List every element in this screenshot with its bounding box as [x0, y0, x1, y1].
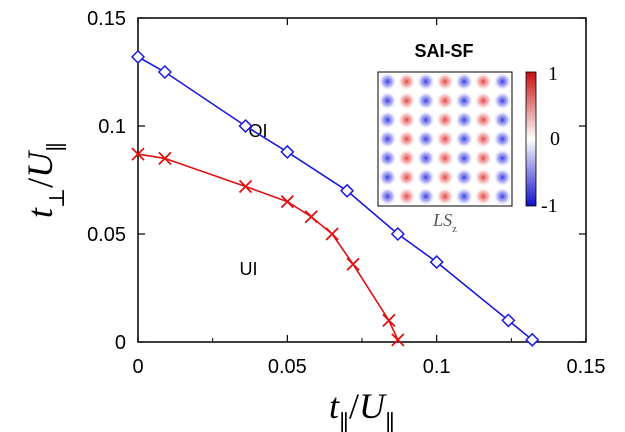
data-point-cross — [382, 313, 396, 328]
data-point-cross — [346, 257, 360, 271]
inset-pattern-cell — [493, 148, 512, 168]
inset-pattern-cell — [435, 187, 455, 206]
x-tick-label: 0.05 — [268, 356, 307, 378]
inset-pattern-cell — [474, 91, 493, 110]
inset-pattern-cell — [493, 129, 512, 149]
inset-pattern-cell — [435, 72, 455, 91]
inset-pattern-cell — [474, 72, 493, 91]
inset-pattern-cell — [416, 187, 436, 206]
x-tick-label: 0.1 — [423, 356, 451, 378]
inset-pattern-cell — [378, 148, 397, 168]
inset-pattern-cell — [416, 110, 436, 130]
inset-pattern-cell — [435, 129, 455, 149]
y-ticks: 0 0.05 0.1 0.15 — [87, 8, 586, 354]
inset-pattern-cell — [474, 110, 493, 130]
data-point-diamond — [429, 255, 444, 270]
inset-pattern-cell — [397, 129, 416, 149]
inset-pattern-cell — [454, 129, 474, 149]
data-point-cross — [158, 151, 172, 166]
y-tick-label: 0 — [115, 332, 126, 354]
colorbar-label-mid: 0 — [550, 128, 560, 150]
data-point-cross — [391, 333, 405, 347]
series-line-1 — [137, 153, 399, 341]
inset-pattern-cell — [397, 187, 416, 206]
data-point-diamond — [130, 49, 146, 64]
inset-pattern-cell — [397, 168, 416, 187]
colorbar-label-max: 1 — [548, 63, 558, 85]
x-ticks: 0 0.05 0.1 0.15 — [132, 18, 605, 378]
inset-pattern-cell — [454, 148, 474, 168]
colorbar — [525, 71, 537, 207]
inset-pattern-cell — [474, 148, 493, 168]
inset-pattern-cell — [454, 187, 474, 206]
inset-pattern-cell — [416, 168, 436, 187]
inset-pattern-cell — [454, 110, 474, 130]
inset-pattern-cell — [474, 187, 493, 206]
inset-pattern-cell — [435, 168, 455, 187]
inset-pattern-cell — [378, 168, 397, 187]
inset: SAI-SF LSz 1 0 -1 — [377, 41, 560, 235]
inset-pattern-cell — [493, 187, 512, 206]
y-tick-label: 0.15 — [87, 8, 126, 30]
region-label-ui: UI — [240, 259, 258, 279]
y-axis-label: t⊥/U∥ — [20, 142, 69, 218]
inset-frame — [377, 71, 513, 207]
inset-pattern-cell — [378, 187, 397, 206]
data-point-cross — [131, 147, 145, 161]
data-point-diamond — [525, 332, 540, 347]
inset-pattern-cell — [435, 110, 455, 130]
inset-pattern-cell — [397, 72, 416, 91]
inset-pattern-cell — [416, 129, 436, 149]
inset-pattern-cell — [454, 91, 474, 110]
inset-pattern-cell — [378, 129, 397, 149]
data-point-diamond — [280, 144, 295, 159]
data-point-diamond — [390, 226, 405, 242]
inset-pattern-cell — [493, 110, 512, 130]
inset-pattern-cell — [493, 168, 512, 187]
colorbar-label-min: -1 — [541, 195, 558, 217]
data-point-diamond — [340, 183, 355, 198]
data-point-cross — [304, 210, 318, 224]
x-axis-label: t∥/U∥ — [329, 386, 395, 432]
inset-pattern-cell — [454, 72, 474, 91]
inset-title: SAI-SF — [414, 41, 473, 61]
data-point-cross — [238, 179, 253, 194]
inset-pattern-cell — [416, 148, 436, 168]
inset-pattern — [378, 72, 512, 206]
inset-xlabel: LSz — [432, 210, 457, 235]
x-tick-label: 0 — [132, 356, 143, 378]
inset-pattern-cell — [435, 148, 455, 168]
series-layer — [130, 49, 540, 347]
inset-pattern-cell — [474, 168, 493, 187]
inset-pattern-cell — [378, 91, 397, 110]
data-point-diamond — [501, 313, 516, 328]
inset-pattern-cell — [493, 72, 512, 91]
inset-pattern-cell — [397, 148, 416, 168]
inset-pattern-cell — [474, 129, 493, 149]
inset-pattern-cell — [378, 72, 397, 91]
y-tick-label: 0.05 — [87, 224, 126, 246]
inset-pattern-cell — [454, 168, 474, 187]
inset-pattern-cell — [397, 91, 416, 110]
data-point-diamond — [157, 64, 172, 80]
inset-pattern-cell — [416, 91, 436, 110]
inset-pattern-cell — [435, 91, 455, 110]
data-point-cross — [325, 227, 339, 241]
inset-pattern-cell — [493, 91, 512, 110]
inset-pattern-cell — [397, 110, 416, 130]
x-tick-label: 0.15 — [567, 356, 606, 378]
inset-pattern-cell — [416, 72, 436, 91]
inset-pattern-cell — [378, 110, 397, 130]
plot-frame — [137, 17, 587, 343]
data-point-diamond — [238, 118, 253, 134]
y-tick-label: 0.1 — [98, 116, 126, 138]
data-point-cross — [280, 194, 294, 209]
